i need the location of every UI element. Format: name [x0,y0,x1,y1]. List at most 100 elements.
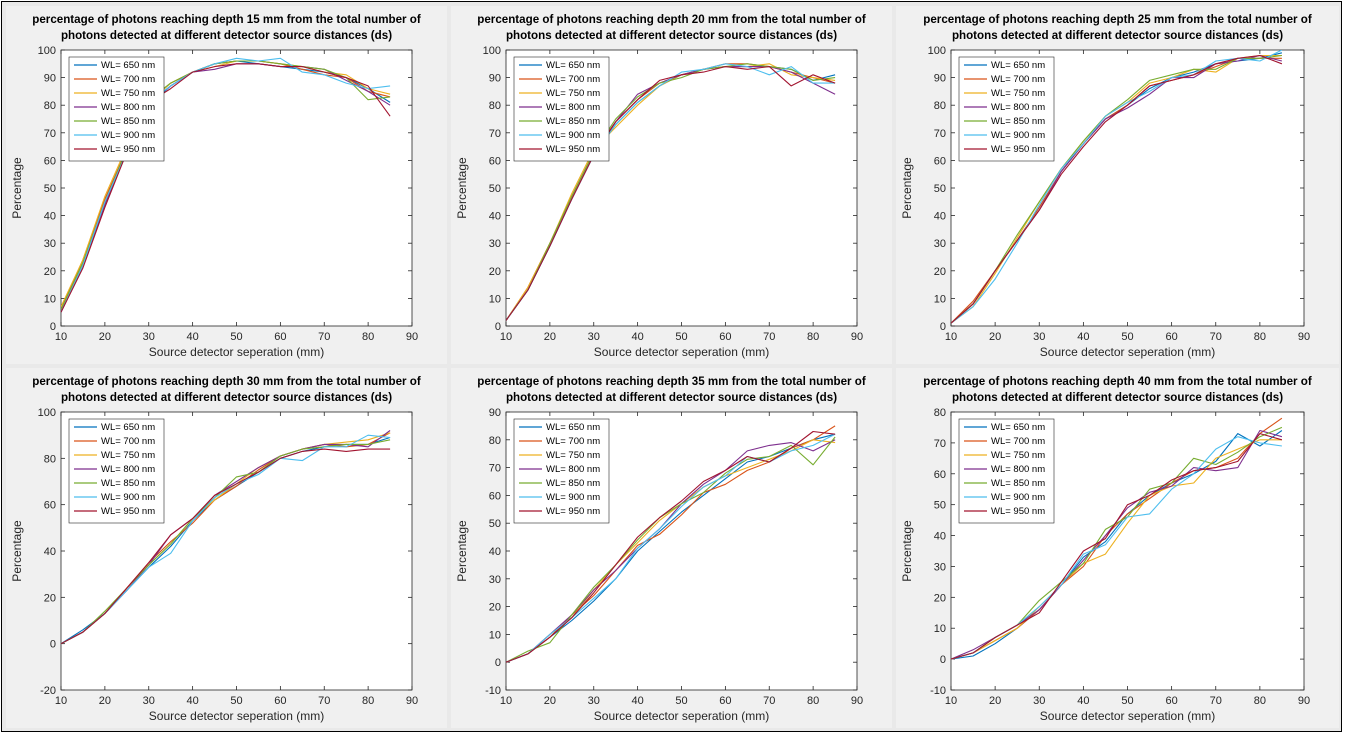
x-tick-label: 70 [1210,331,1222,343]
x-tick-label: 90 [406,695,418,707]
y-axis-label: Percentage [900,520,914,582]
chart-title-line: photons detected at different detector s… [506,391,837,404]
chart-title-line: percentage of photons reaching depth 40 … [923,375,1312,388]
chart-title-line: photons detected at different detector s… [952,29,1283,42]
chart-title-line: percentage of photons reaching depth 25 … [923,13,1312,26]
x-tick-label: 20 [99,331,111,343]
y-tick-label: 60 [934,155,946,167]
series-group [506,425,836,663]
legend-label: WL= 950 nm [101,506,155,517]
y-tick-label: -20 [40,685,56,697]
legend-label: WL= 950 nm [546,506,600,517]
chart-title-line: photons detected at different detector s… [506,29,837,42]
x-tick-label: 50 [1121,695,1133,707]
legend-label: WL= 700 nm [101,74,155,85]
x-tick-label: 80 [362,331,374,343]
x-tick-label: 60 [1166,331,1178,343]
y-axis-label: Percentage [455,157,469,219]
y-tick-label: 80 [44,100,56,112]
chart-title-line: percentage of photons reaching depth 20 … [477,13,866,26]
x-tick-label: 90 [1298,695,1310,707]
legend-label: WL= 750 nm [546,450,600,461]
legend-label: WL= 950 nm [546,144,600,155]
x-tick-label: 30 [1033,331,1045,343]
chart-title-line: photons detected at different detector s… [61,391,392,404]
legend-label: WL= 950 nm [991,506,1045,517]
chart-title-line: percentage of photons reaching depth 15 … [32,13,421,26]
x-tick-label: 70 [318,331,330,343]
x-tick-label: 80 [807,695,819,707]
y-tick-label: 10 [934,293,946,305]
y-tick-label: 80 [489,435,501,447]
y-tick-label: 60 [489,490,501,502]
y-tick-label: 40 [489,211,501,223]
y-tick-label: 30 [934,561,946,573]
series-line-7 [61,448,391,645]
chart-2: percentage of photons reaching depth 20 … [451,6,892,364]
y-tick-label: 70 [934,128,946,140]
legend-label: WL= 850 nm [546,116,600,127]
legend-label: WL= 700 nm [101,436,155,447]
x-tick-label: 80 [1254,331,1266,343]
x-axis-label: Source detector seperation (mm) [1040,709,1215,723]
x-tick-label: 30 [588,695,600,707]
y-tick-label: 90 [934,73,946,85]
series-line-6 [61,434,391,645]
legend-label: WL= 850 nm [101,116,155,127]
x-tick-label: 10 [55,695,67,707]
x-tick-label: 30 [588,331,600,343]
series-line-7 [61,63,391,313]
x-tick-label: 90 [406,331,418,343]
y-tick-label: 20 [934,266,946,278]
chart-5: percentage of photons reaching depth 35 … [451,368,892,728]
y-axis-label: Percentage [10,520,24,582]
x-axis-label: Source detector seperation (mm) [594,345,769,359]
legend-label: WL= 650 nm [546,60,600,71]
x-tick-label: 20 [989,331,1001,343]
series-line-7 [951,54,1283,324]
x-tick-label: 90 [851,695,863,707]
chart-3: percentage of photons reaching depth 25 … [896,6,1339,364]
series-line-5 [951,54,1282,324]
legend-box [513,418,610,524]
legend-box [68,56,165,162]
y-axis-label: Percentage [455,520,469,582]
y-tick-label: 100 [483,45,501,57]
y-tick-label: 60 [489,155,501,167]
chart-title-line: percentage of photons reaching depth 35 … [477,375,866,388]
x-tick-label: 70 [318,695,330,707]
x-tick-label: 40 [632,331,644,343]
chart-4: percentage of photons reaching depth 30 … [6,368,447,728]
x-axis-label: Source detector seperation (mm) [149,709,324,723]
legend-label: WL= 700 nm [546,436,600,447]
y-tick-label: 50 [934,500,946,512]
series-line-6 [951,50,1283,324]
y-tick-label: -10 [485,685,501,697]
y-tick-label: 90 [489,407,501,419]
series-line-6 [61,57,391,313]
x-tick-label: 80 [1254,695,1266,707]
x-tick-label: 60 [1166,695,1178,707]
y-tick-label: 0 [940,321,946,333]
y-tick-label: 30 [44,238,56,250]
y-tick-label: 0 [495,321,501,333]
y-tick-label: 20 [489,602,501,614]
legend-label: WL= 850 nm [991,116,1045,127]
series-line-4 [506,439,836,663]
x-tick-label: 60 [274,331,286,343]
legend-label: WL= 750 nm [546,88,600,99]
y-tick-label: 50 [489,183,501,195]
y-tick-label: 0 [495,657,501,669]
x-tick-label: 20 [544,331,556,343]
series-line-7 [506,66,836,321]
legend-box [958,418,1055,524]
chart-title-line: photons detected at different detector s… [61,29,392,42]
x-tick-label: 60 [719,695,731,707]
legend-label: WL= 900 nm [991,492,1045,503]
x-tick-label: 20 [544,695,556,707]
x-tick-label: 40 [187,331,199,343]
x-tick-label: 10 [500,331,512,343]
x-tick-label: 10 [945,331,957,343]
x-tick-label: 70 [763,695,775,707]
legend-box [513,56,610,162]
